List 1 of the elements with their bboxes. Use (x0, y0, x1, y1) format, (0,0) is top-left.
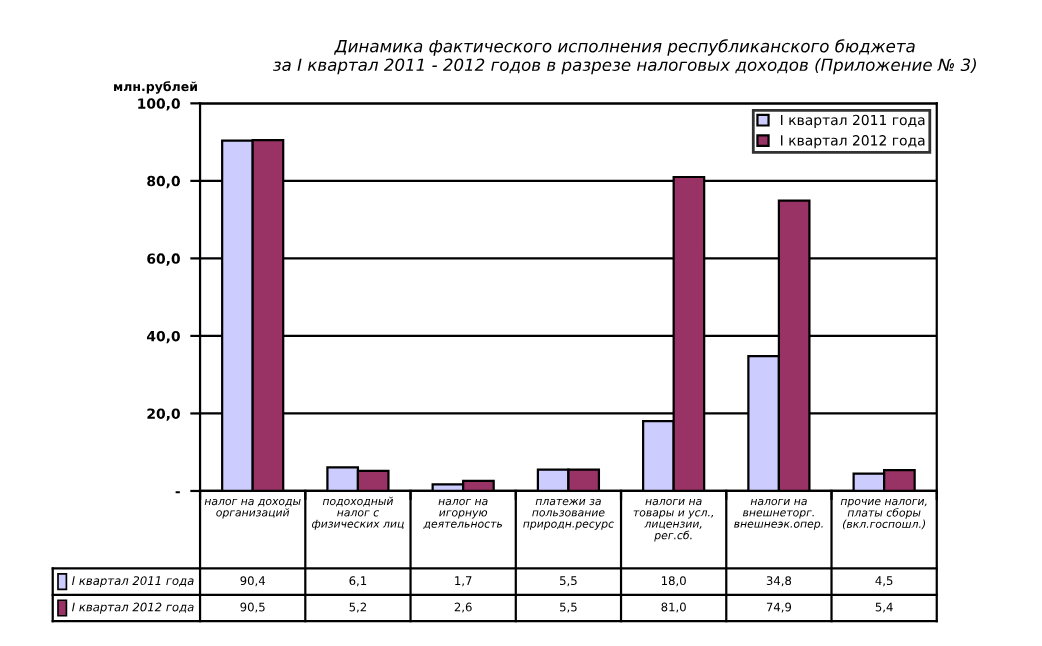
chart-title: Динамика фактического исполнения республиканского бюджета за I квартал 2011 - 2012 годов в разрезе налоговых доходов (Приложение № 3) (272, 39, 976, 75)
